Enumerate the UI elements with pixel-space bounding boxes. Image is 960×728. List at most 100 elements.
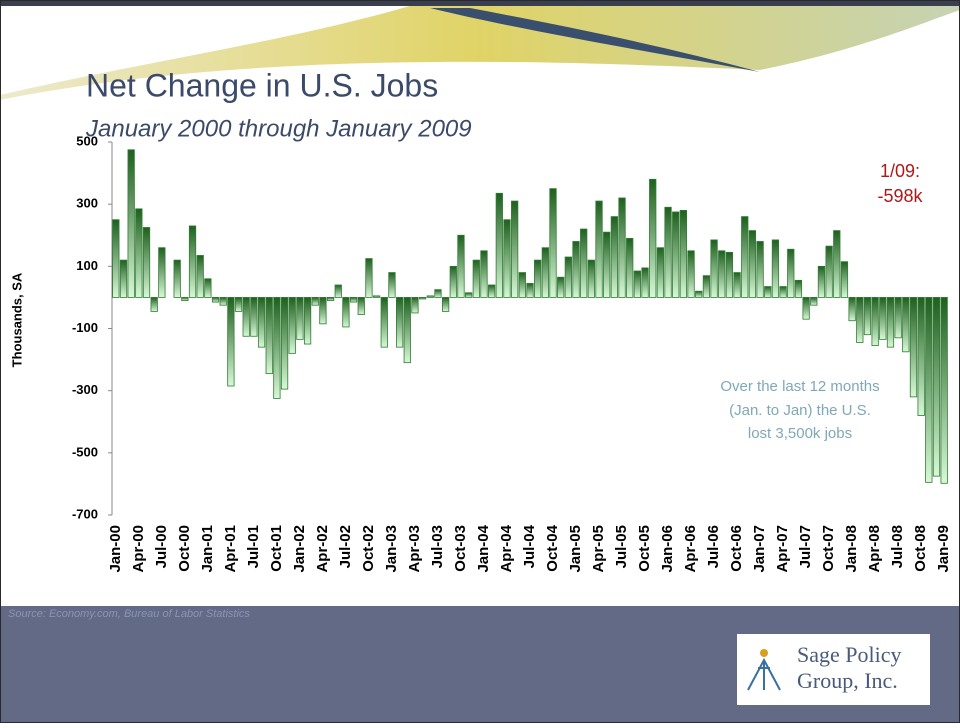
bar bbox=[251, 297, 257, 336]
x-tick-label: Jan-06 bbox=[659, 525, 676, 573]
bar bbox=[243, 297, 249, 336]
bar bbox=[711, 240, 717, 298]
bar bbox=[335, 285, 341, 297]
bar bbox=[496, 193, 502, 297]
bar bbox=[673, 212, 679, 297]
x-tick-label: Jul-04 bbox=[521, 524, 538, 568]
bar bbox=[803, 297, 809, 319]
bar bbox=[281, 297, 287, 389]
x-tick-label: Jul-08 bbox=[889, 525, 906, 568]
bar bbox=[427, 296, 433, 298]
x-tick-label: Apr-07 bbox=[774, 525, 791, 573]
bar bbox=[343, 297, 349, 327]
x-tick-label: Oct-07 bbox=[820, 525, 837, 572]
bar bbox=[358, 297, 364, 314]
x-tick-label: Oct-03 bbox=[452, 525, 469, 572]
bar bbox=[665, 207, 671, 297]
bar bbox=[120, 260, 126, 297]
y-tick-label: 500 bbox=[76, 133, 98, 148]
note: lost 3,500k jobs bbox=[748, 425, 852, 442]
x-tick-label: Apr-06 bbox=[682, 525, 699, 573]
x-tick-label: Jan-03 bbox=[383, 525, 400, 573]
bar bbox=[412, 297, 418, 313]
x-tick-label: Apr-02 bbox=[314, 525, 331, 573]
note: Over the last 12 months bbox=[720, 378, 879, 395]
bar bbox=[266, 297, 272, 373]
bar bbox=[795, 280, 801, 297]
x-tick-label: Jul-02 bbox=[337, 525, 354, 568]
bar bbox=[404, 297, 410, 362]
bar bbox=[734, 273, 740, 298]
bar bbox=[488, 285, 494, 297]
bar bbox=[128, 150, 134, 298]
bar bbox=[849, 297, 855, 320]
bar bbox=[212, 297, 218, 302]
bar bbox=[396, 297, 402, 347]
bar bbox=[381, 297, 387, 347]
x-tick-label: Jan-09 bbox=[935, 525, 952, 573]
bar bbox=[726, 252, 732, 297]
bar bbox=[235, 297, 241, 311]
y-tick-label: -100 bbox=[72, 320, 98, 335]
x-tick-label: Apr-03 bbox=[406, 525, 423, 573]
x-tick-label: Oct-04 bbox=[544, 524, 561, 571]
bar bbox=[197, 255, 203, 297]
source: Source: Economy.com, Bureau of Labor Sta… bbox=[8, 608, 250, 620]
logo-text: Group, Inc. bbox=[797, 668, 898, 693]
bar bbox=[680, 210, 686, 297]
y-tick-label: -700 bbox=[72, 506, 98, 521]
slide: Net Change in U.S. Jobs January 2000 thr… bbox=[0, 0, 960, 723]
bar bbox=[841, 262, 847, 298]
bar bbox=[642, 268, 648, 298]
bar bbox=[918, 297, 924, 415]
bar bbox=[151, 297, 157, 311]
bar bbox=[435, 290, 441, 298]
bar bbox=[258, 297, 264, 347]
note: (Jan. to Jan) the U.S. bbox=[729, 402, 871, 419]
y-tick-label: 100 bbox=[76, 258, 98, 273]
bar bbox=[580, 229, 586, 297]
y-tick-label: 300 bbox=[76, 196, 98, 211]
bar bbox=[542, 248, 548, 298]
annotation: 1/09: bbox=[880, 161, 920, 181]
bar bbox=[596, 201, 602, 297]
x-tick-label: Jan-00 bbox=[107, 525, 124, 573]
bar bbox=[649, 179, 655, 297]
x-tick-label: Oct-00 bbox=[176, 525, 193, 572]
bar bbox=[864, 297, 870, 334]
bar bbox=[442, 297, 448, 311]
bar bbox=[205, 279, 211, 298]
bar bbox=[910, 297, 916, 396]
bar bbox=[887, 297, 893, 347]
x-tick-label: Jul-03 bbox=[429, 525, 446, 568]
bar bbox=[872, 297, 878, 345]
x-tick-label: Jan-05 bbox=[567, 525, 584, 573]
bar bbox=[182, 297, 188, 300]
bar bbox=[703, 276, 709, 298]
bar bbox=[688, 251, 694, 298]
bar bbox=[903, 297, 909, 351]
bar bbox=[757, 241, 763, 297]
bar bbox=[826, 246, 832, 297]
bar bbox=[941, 297, 947, 483]
x-tick-label: Oct-06 bbox=[728, 525, 745, 572]
x-tick-label: Apr-01 bbox=[222, 525, 239, 573]
bar bbox=[481, 251, 487, 298]
annotation: -598k bbox=[877, 186, 923, 206]
x-tick-label: Jan-01 bbox=[199, 525, 216, 573]
bar bbox=[113, 220, 119, 298]
bar bbox=[320, 297, 326, 323]
bar bbox=[780, 287, 786, 298]
bar bbox=[788, 249, 794, 297]
bar bbox=[765, 287, 771, 298]
bar bbox=[588, 260, 594, 297]
y-tick-label: -300 bbox=[72, 382, 98, 397]
bar bbox=[818, 266, 824, 297]
bar bbox=[603, 232, 609, 297]
bar bbox=[366, 259, 372, 298]
bar bbox=[159, 248, 165, 298]
bar bbox=[634, 271, 640, 297]
bar bbox=[136, 209, 142, 298]
bar bbox=[389, 273, 395, 298]
bar bbox=[527, 283, 533, 297]
